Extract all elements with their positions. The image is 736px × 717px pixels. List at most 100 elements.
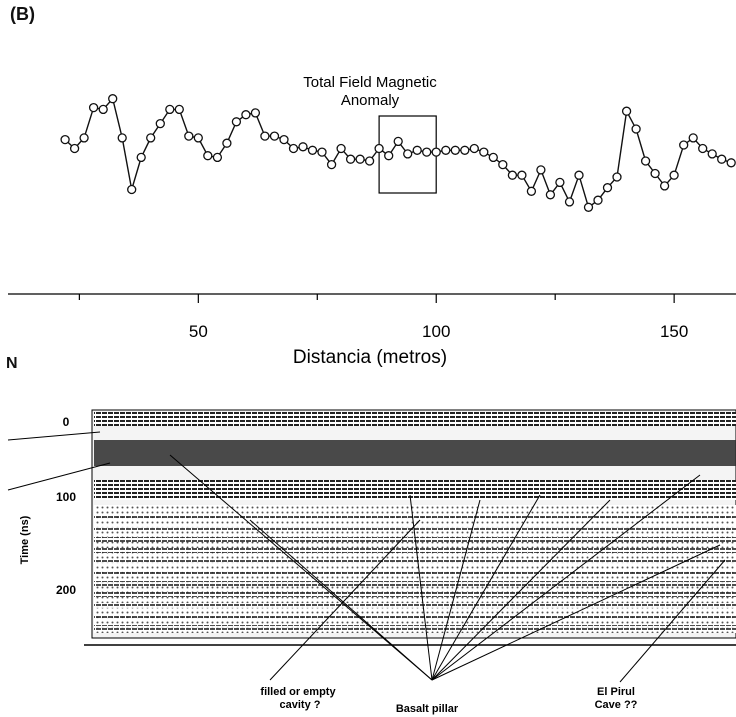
- y-tick-label-0: 0: [63, 415, 70, 429]
- data-point: [469, 143, 479, 154]
- reflector-stripe: [94, 581, 736, 586]
- data-point: [307, 145, 318, 155]
- data-point: [574, 170, 584, 180]
- data-point: [269, 131, 280, 141]
- x-tick-label: 50: [189, 322, 208, 341]
- data-point: [536, 165, 546, 175]
- data-point: [326, 159, 337, 170]
- data-point: [155, 118, 165, 129]
- x-axis-label: Distancia (metros): [293, 347, 447, 368]
- data-point: [450, 145, 460, 155]
- data-point: [460, 145, 470, 155]
- data-point: [669, 170, 679, 180]
- data-point: [593, 195, 603, 205]
- reflector-stripe: [94, 548, 736, 553]
- data-point: [422, 147, 432, 157]
- surface-band: [94, 412, 736, 426]
- data-point: [621, 106, 632, 116]
- data-point: [526, 186, 537, 196]
- data-point: [564, 197, 575, 207]
- data-point: [117, 133, 127, 143]
- side-letter: N: [6, 355, 18, 372]
- data-point: [631, 124, 641, 134]
- data-point: [364, 156, 375, 166]
- reflector-stripe: [94, 625, 736, 630]
- data-point: [60, 134, 70, 145]
- data-point: [336, 143, 346, 154]
- annotation-cave-line-2: Cave ??: [595, 699, 638, 711]
- chart-title-line-2: Anomaly: [341, 92, 400, 109]
- x-tick-label: 100: [422, 322, 450, 341]
- x-tick-label: 150: [660, 322, 688, 341]
- data-point: [79, 133, 89, 143]
- data-point: [260, 131, 270, 141]
- panel-label: (B): [10, 4, 35, 24]
- reflector-stripe: [94, 559, 736, 564]
- reflector-stripe: [94, 592, 736, 597]
- data-point: [298, 142, 308, 152]
- annotation-cave-line-1: El Pirul: [597, 686, 635, 698]
- data-point: [69, 143, 80, 154]
- data-point: [583, 202, 594, 212]
- data-point: [98, 104, 108, 115]
- annotation-cavity-line-1: filled or empty: [260, 686, 336, 698]
- data-point: [288, 143, 299, 154]
- magnetic-chart: Total Field Magnetic Anomaly 50 100 150 Di…: [8, 74, 736, 368]
- data-point: [212, 152, 223, 163]
- data-point: [203, 151, 213, 161]
- data-point: [555, 177, 565, 188]
- data-point: [193, 133, 203, 143]
- reflector-stripe: [94, 526, 736, 531]
- data-point: [174, 104, 184, 115]
- data-point: [479, 147, 489, 157]
- data-point: [146, 133, 156, 143]
- data-point: [707, 149, 717, 159]
- chart-title-line-1: Total Field Magnetic: [303, 74, 437, 91]
- reflector-stripe: [94, 614, 736, 619]
- shallow-band: [94, 440, 736, 466]
- data-point: [488, 152, 498, 163]
- data-point: [659, 181, 670, 191]
- radargram-panel: Time (ns) 0 100 200 filled or empty cavi…: [7, 409, 736, 715]
- data-point: [717, 154, 727, 164]
- data-point: [545, 190, 556, 200]
- data-point: [679, 140, 689, 150]
- annotation-lines: [7, 431, 726, 683]
- data-point: [136, 152, 146, 163]
- data-point: [602, 183, 613, 193]
- data-point: [355, 154, 365, 164]
- data-point: [403, 149, 413, 159]
- y-tick-label-100: 100: [56, 490, 76, 504]
- reflector-stripe: [94, 603, 736, 608]
- data-point: [241, 110, 251, 120]
- series-points: [60, 94, 736, 212]
- data-point: [108, 94, 118, 104]
- data-point: [412, 145, 422, 155]
- data-point: [393, 136, 403, 147]
- annotation-cavity-line-2: cavity ?: [280, 699, 321, 711]
- data-point: [317, 147, 327, 157]
- y-tick-label-200: 200: [56, 583, 76, 597]
- data-point: [127, 184, 137, 195]
- data-point: [222, 138, 232, 148]
- data-point: [688, 133, 698, 143]
- data-point: [279, 134, 289, 145]
- annotation-basalt-pillar: Basalt pillar: [396, 703, 459, 715]
- data-point: [517, 170, 527, 180]
- reflector-stripe: [94, 515, 736, 520]
- data-point: [650, 168, 660, 179]
- data-point: [612, 172, 622, 182]
- data-point: [431, 147, 441, 157]
- deep-reflectors: [94, 515, 736, 630]
- radargram-y-label: Time (ns): [19, 515, 31, 564]
- x-ticks: 50 100 150: [78, 294, 688, 341]
- data-point: [231, 117, 242, 127]
- data-point: [698, 143, 708, 154]
- data-point: [250, 108, 261, 118]
- deep-zone: [94, 505, 736, 633]
- data-point: [374, 143, 384, 154]
- data-point: [507, 170, 518, 180]
- data-point: [384, 151, 394, 161]
- data-point: [640, 156, 651, 166]
